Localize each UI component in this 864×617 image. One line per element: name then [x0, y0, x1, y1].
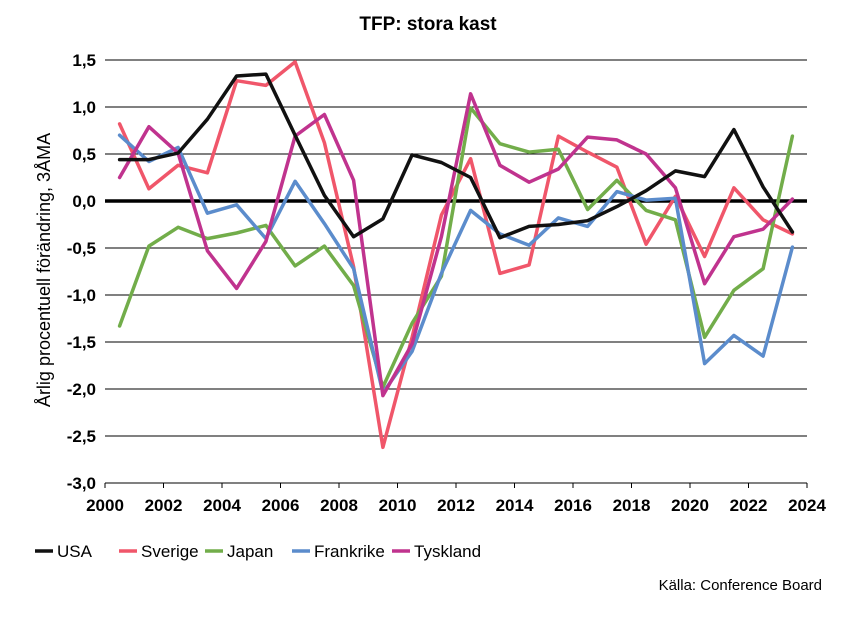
series-line-japan — [117, 106, 795, 389]
y-axis-ticks: 1,5 1,0 0,5 0,0 -0,5 -1,0 -1,5 -2,0 -2,5 -3,0 — [67, 51, 96, 493]
y-tick-label: -3,0 — [67, 474, 96, 493]
series-line-frankrike — [117, 133, 795, 395]
legend-label-sverige: Sverige — [141, 542, 199, 561]
y-tick-label: -1,5 — [67, 333, 96, 352]
x-tick-label: 2018 — [613, 496, 651, 515]
x-tick-label: 2016 — [554, 496, 592, 515]
x-tick-label: 2002 — [145, 496, 183, 515]
y-tick-label: -2,0 — [67, 380, 96, 399]
x-tick-label: 2022 — [730, 496, 768, 515]
source-note: Källa: Conference Board — [659, 577, 822, 594]
y-tick-label: 1,0 — [72, 98, 96, 117]
series-line-usa — [117, 72, 795, 240]
chart-title: TFP: stora kast — [359, 14, 497, 35]
legend-label-japan: Japan — [227, 542, 273, 561]
x-tick-label: 2000 — [86, 496, 124, 515]
y-tick-label: -2,5 — [67, 427, 96, 446]
x-tick-label: 2006 — [262, 496, 300, 515]
y-tick-label: -0,5 — [67, 239, 96, 258]
x-tick-label: 2012 — [437, 496, 475, 515]
y-tick-label: 0,5 — [72, 145, 96, 164]
x-tick-label: 2014 — [496, 496, 534, 515]
y-tick-label: -1,0 — [67, 286, 96, 305]
series-line-tyskland — [117, 92, 795, 398]
legend-label-tyskland: Tyskland — [414, 542, 481, 561]
y-tick-label: 1,5 — [72, 51, 96, 70]
x-tick-label: 2020 — [671, 496, 709, 515]
y-axis-label: Årlig procentuell förändring, 3ÅMA — [34, 133, 54, 407]
x-tick-label: 2004 — [203, 496, 241, 515]
x-tick-label: 2010 — [379, 496, 417, 515]
y-tick-label: 0,0 — [72, 192, 96, 211]
x-tick-label: 2024 — [788, 496, 826, 515]
x-tick-label: 2008 — [320, 496, 358, 515]
x-axis-ticks: 2000 2002 2004 2006 2008 2010 2012 2014 2016 2018… — [86, 483, 826, 515]
legend-label-usa: USA — [57, 542, 93, 561]
legend-label-frankrike: Frankrike — [314, 542, 385, 561]
series-lines — [117, 60, 795, 450]
legend: USA Sverige Japan Frankrike Tyskland — [35, 542, 481, 561]
